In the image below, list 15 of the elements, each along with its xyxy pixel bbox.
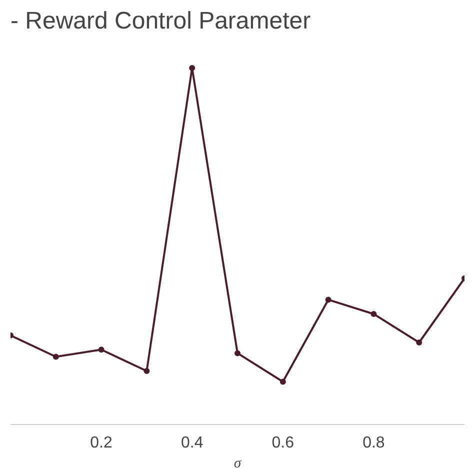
point [98, 346, 104, 353]
point [189, 65, 196, 72]
point [325, 296, 332, 303]
x-axis-title: σ [234, 456, 242, 472]
point [52, 354, 59, 360]
x-tick-label: 0.6 [272, 434, 294, 452]
x-tick-label: 0.4 [180, 434, 204, 452]
point [144, 368, 150, 374]
point [416, 340, 422, 346]
point [370, 310, 377, 317]
point [234, 350, 240, 356]
x-tick-label: 0.2 [90, 434, 113, 452]
x-tick-label: 0.8 [362, 434, 385, 452]
chart-title: - Reward Control Parameter [10, 8, 311, 34]
point [280, 378, 286, 385]
